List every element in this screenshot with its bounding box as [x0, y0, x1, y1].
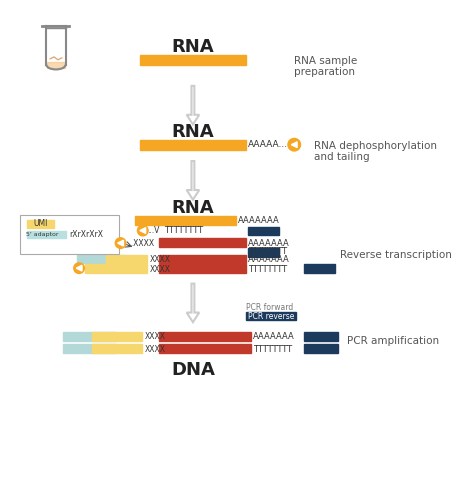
Text: XXXX: XXXX: [149, 265, 171, 273]
Text: RNA: RNA: [172, 199, 214, 218]
FancyBboxPatch shape: [20, 215, 118, 254]
Circle shape: [115, 238, 126, 248]
Bar: [159, 264, 246, 273]
Text: RNA dephosphorylation
and tailing: RNA dephosphorylation and tailing: [313, 140, 437, 162]
Text: TTTTTTTT: TTTTTTTT: [253, 345, 292, 354]
Bar: [91, 344, 142, 353]
Bar: [140, 55, 246, 65]
Polygon shape: [76, 265, 82, 271]
Bar: [85, 264, 146, 273]
Text: RNA sample
preparation: RNA sample preparation: [294, 56, 357, 78]
Text: XXXX: XXXX: [149, 255, 171, 264]
Bar: [159, 255, 246, 263]
Text: ...XXXX: ...XXXX: [127, 239, 155, 247]
Bar: [159, 332, 251, 341]
Polygon shape: [187, 86, 199, 124]
Text: AAAAAAA: AAAAAAA: [238, 217, 280, 225]
Bar: [27, 220, 54, 228]
Bar: [77, 255, 126, 263]
Text: XXXX: XXXX: [145, 345, 166, 354]
Bar: [304, 332, 337, 341]
Bar: [159, 344, 251, 353]
Bar: [304, 344, 337, 353]
Polygon shape: [47, 62, 64, 68]
Polygon shape: [140, 228, 146, 233]
Text: RNA: RNA: [172, 38, 214, 56]
Bar: [27, 231, 65, 238]
Text: AAAAAAA: AAAAAAA: [248, 239, 290, 247]
Text: DNA: DNA: [171, 361, 215, 380]
Bar: [91, 332, 142, 341]
Bar: [304, 264, 335, 273]
Circle shape: [137, 225, 148, 236]
Bar: [63, 332, 116, 341]
Bar: [248, 227, 279, 235]
Text: AAAAAAA: AAAAAAA: [253, 332, 294, 341]
Text: TTTTTTTT: TTTTTTTT: [248, 247, 287, 256]
Text: AAAAA...: AAAAA...: [248, 140, 288, 149]
Polygon shape: [187, 161, 199, 200]
Text: RNA: RNA: [172, 123, 214, 141]
Circle shape: [288, 138, 301, 151]
Bar: [248, 248, 279, 257]
Bar: [246, 312, 296, 320]
Bar: [159, 238, 246, 247]
Text: 5' adaptor: 5' adaptor: [26, 232, 59, 237]
Polygon shape: [292, 142, 297, 148]
Polygon shape: [187, 284, 199, 322]
Bar: [135, 216, 237, 225]
Text: TTTTTTTT: TTTTTTTT: [164, 226, 203, 235]
Text: TTTTTTTT: TTTTTTTT: [248, 265, 287, 273]
Text: PCR amplification: PCR amplification: [347, 335, 439, 346]
Bar: [140, 140, 246, 150]
Text: rXrXrXrX: rXrXrXrX: [70, 230, 103, 239]
Text: AAAAAAA: AAAAAAA: [248, 255, 290, 264]
Text: PCR forward: PCR forward: [246, 303, 293, 312]
Bar: [63, 344, 116, 353]
Text: Reverse transcription: Reverse transcription: [339, 249, 451, 260]
Bar: [106, 255, 146, 263]
Text: XXXX: XXXX: [145, 332, 166, 341]
Text: PCR reverse: PCR reverse: [248, 312, 294, 321]
Circle shape: [74, 263, 84, 273]
Polygon shape: [118, 240, 123, 246]
Text: UMI: UMI: [33, 219, 48, 228]
Text: ...V: ...V: [146, 226, 159, 235]
